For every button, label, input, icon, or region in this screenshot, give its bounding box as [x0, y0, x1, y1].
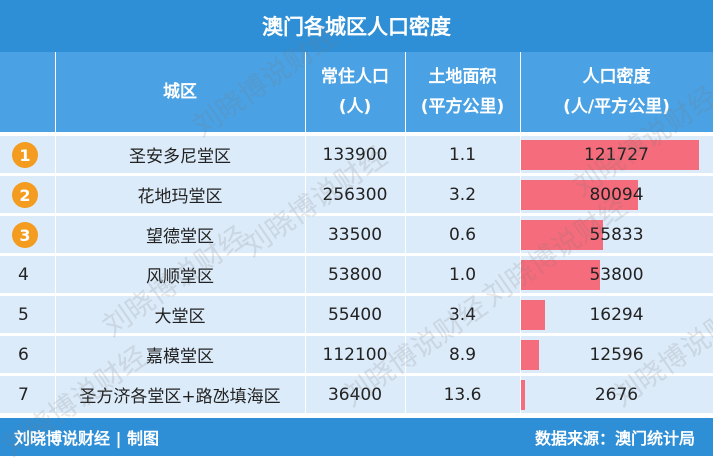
cell-district: 花地玛堂区	[137, 187, 223, 207]
density-bar	[521, 340, 539, 370]
rank-medal-badge: 3	[12, 222, 38, 248]
density-value-label: 55833	[589, 224, 644, 245]
rank-medal-badge: 2	[12, 182, 38, 208]
table-row: 2 花地玛堂区 256300 3.2 80094	[0, 176, 713, 216]
cell-district: 嘉模堂区	[146, 347, 214, 367]
table-row: 7 圣方济各堂区+路氹填海区 36400 13.6 2676	[0, 376, 713, 416]
cell-area: 8.9	[448, 344, 477, 365]
cell-district: 望德堂区	[146, 227, 214, 247]
chart-title: 澳门各城区人口密度	[0, 0, 713, 52]
density-bar	[521, 380, 525, 410]
rank-number: 7	[18, 384, 29, 405]
density-value-label: 12596	[589, 344, 644, 365]
cell-area: 3.2	[448, 184, 477, 205]
header-population-line2: (人)	[338, 97, 372, 117]
footer-credit: 刘晓博说财经 | 制图	[14, 429, 159, 448]
cell-area: 13.6	[443, 384, 482, 405]
cell-area: 1.1	[448, 144, 477, 165]
header-area-line1: 土地面积	[428, 67, 497, 87]
density-value-label: 2676	[594, 384, 639, 405]
density-value-label: 16294	[589, 304, 644, 325]
cell-district: 圣安多尼堂区	[129, 147, 231, 167]
footer-bar: 刘晓博说财经 | 制图 数据来源：澳门统计局	[0, 418, 713, 456]
density-value-label: 121727	[584, 144, 649, 165]
column-divider	[55, 52, 56, 418]
header-density: 人口密度 (人/平方公里)	[520, 52, 713, 132]
header-density-line2: (人/平方公里)	[563, 97, 670, 117]
header-population: 常住人口 (人)	[305, 52, 405, 132]
cell-population: 55400	[327, 304, 383, 325]
cell-area: 1.0	[448, 264, 477, 285]
density-bar	[521, 140, 699, 170]
table-row: 5 大堂区 55400 3.4 16294	[0, 296, 713, 336]
table-row: 3 望德堂区 33500 0.6 55833	[0, 216, 713, 256]
density-value-label: 80094	[589, 184, 644, 205]
header-population-line1: 常住人口	[321, 67, 389, 87]
cell-population: 36400	[327, 384, 383, 405]
rank-number: 6	[18, 344, 29, 365]
header-area: 土地面积 (平方公里)	[405, 52, 520, 132]
density-bar	[521, 220, 603, 250]
cell-population: 133900	[322, 144, 388, 165]
footer-source: 数据来源：澳门统计局	[534, 429, 695, 448]
table-row: 6 嘉模堂区 112100 8.9 12596	[0, 336, 713, 376]
cell-population: 112100	[322, 344, 388, 365]
column-divider	[405, 52, 406, 418]
header-district: 城区	[55, 52, 305, 132]
cell-population: 256300	[322, 184, 388, 205]
density-value-label: 53800	[589, 264, 644, 285]
header-area-line2: (平方公里)	[420, 97, 505, 117]
cell-population: 53800	[327, 264, 383, 285]
column-divider	[520, 52, 521, 418]
cell-district: 大堂区	[154, 307, 206, 327]
cell-area: 3.4	[448, 304, 477, 325]
rank-number: 5	[18, 304, 29, 325]
cell-district: 风顺堂区	[146, 267, 214, 287]
rank-number: 4	[18, 264, 29, 285]
table-row: 4 风顺堂区 53800 1.0 53800	[0, 256, 713, 296]
density-bar	[521, 260, 600, 290]
rank-medal-badge: 1	[12, 142, 38, 168]
density-bar	[521, 180, 638, 210]
cell-area: 0.6	[448, 224, 477, 245]
cell-district: 圣方济各堂区+路氹填海区	[79, 387, 281, 407]
header-density-line1: 人口密度	[582, 67, 651, 87]
density-bar	[521, 300, 545, 330]
cell-population: 33500	[327, 224, 383, 245]
header-district-label: 城区	[163, 82, 197, 102]
table-header: 城区 常住人口 (人) 土地面积 (平方公里) 人口密度 (人/平方公里)	[0, 52, 713, 132]
table-row: 1 圣安多尼堂区 133900 1.1 121727	[0, 136, 713, 176]
column-divider	[305, 52, 306, 418]
